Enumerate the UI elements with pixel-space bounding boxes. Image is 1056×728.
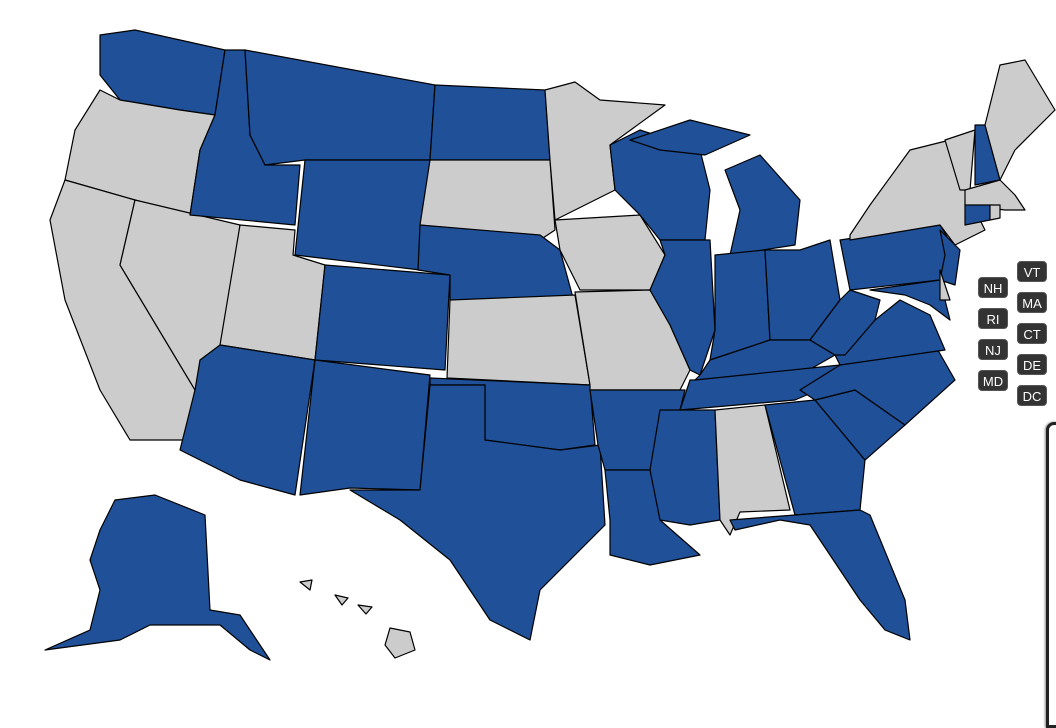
state-me[interactable] [984,59,1056,181]
state-wv[interactable] [809,289,881,356]
state-de[interactable] [939,269,951,301]
state-md[interactable] [869,279,951,321]
state-fl[interactable] [729,509,911,641]
state-label-vt[interactable]: VT [1017,261,1047,282]
state-il[interactable] [649,239,716,376]
us-states-map [44,29,1056,661]
state-label-nh[interactable]: NH [978,277,1008,298]
state-ri[interactable] [989,204,1001,221]
state-mi[interactable] [629,119,801,256]
state-nj[interactable] [939,229,961,286]
state-co[interactable] [314,264,451,371]
state-mt[interactable] [244,49,436,166]
state-label-ct[interactable]: CT [1017,323,1047,344]
state-nm[interactable] [299,359,431,496]
state-ga[interactable] [764,399,866,516]
state-label-dc[interactable]: DC [1017,385,1047,406]
state-sd[interactable] [419,159,556,241]
state-ct[interactable] [964,204,991,226]
state-wy[interactable] [294,159,431,271]
side-panel-edge [1046,422,1056,728]
state-hi[interactable] [299,579,416,659]
state-label-ri[interactable]: RI [978,308,1008,329]
state-ak[interactable] [44,494,271,661]
state-ks[interactable] [446,294,591,386]
state-label-nj[interactable]: NJ [978,339,1008,360]
state-ms[interactable] [649,409,721,526]
state-label-de[interactable]: DE [1017,354,1047,375]
state-az[interactable] [179,344,316,496]
state-tx[interactable] [349,384,606,641]
state-nd[interactable] [429,84,551,161]
state-label-md[interactable]: MD [978,370,1008,391]
state-label-ma[interactable]: MA [1017,292,1047,313]
